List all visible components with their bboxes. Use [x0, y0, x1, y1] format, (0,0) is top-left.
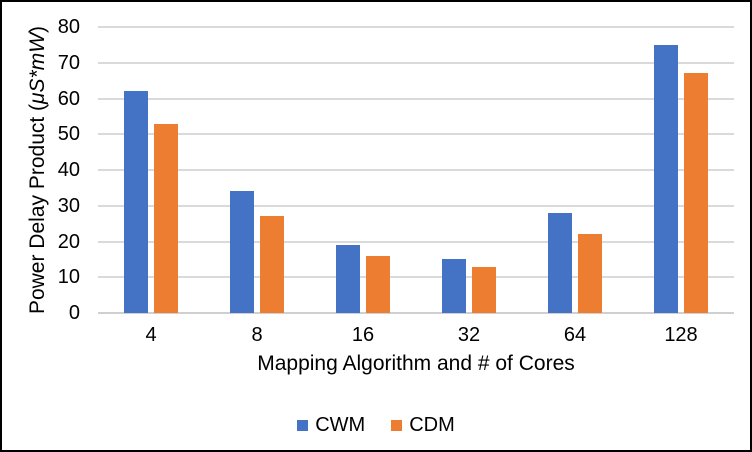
gridline-50: [98, 133, 734, 136]
x-category-label-64: 64: [563, 324, 587, 346]
legend-item-cwm: CWM: [297, 413, 365, 437]
bar-cwm-4: [124, 91, 148, 313]
legend-swatch-cdm: [391, 419, 403, 431]
gridline-30: [98, 204, 734, 207]
x-category-label-16: 16: [351, 324, 375, 346]
legend-item-cdm: CDM: [391, 413, 455, 437]
x-axis-title: Mapping Algorithm and # of Cores: [257, 352, 575, 375]
x-category-label-8: 8: [251, 324, 263, 346]
y-tick-label-30: 30: [57, 194, 80, 217]
y-tick-label-20: 20: [57, 230, 80, 253]
x-axis-line: [98, 312, 734, 314]
gridline-20: [98, 240, 734, 243]
legend: CWM CDM: [2, 413, 750, 437]
y-tick-label-10: 10: [57, 266, 80, 289]
gridline-60: [98, 97, 734, 100]
bar-group-128: [628, 27, 734, 313]
bar-group-32: [416, 27, 522, 313]
x-category-label-4: 4: [145, 324, 157, 346]
x-category-label-32: 32: [457, 324, 481, 346]
bar-cdm-16: [366, 255, 390, 313]
y-tick-label-40: 40: [57, 159, 80, 181]
gridline-70: [98, 61, 734, 64]
bar-group-16: [310, 27, 416, 313]
gridline-10: [98, 276, 734, 279]
legend-swatch-cwm: [297, 419, 309, 431]
bar-cdm-8: [260, 216, 284, 313]
x-category-label-128: 128: [664, 324, 698, 346]
y-tick-label-80: 80: [57, 16, 80, 38]
plot-area: [98, 26, 734, 314]
gridline-40: [98, 169, 734, 171]
bar-cwm-16: [336, 245, 360, 313]
legend-label-cwm: CWM: [315, 414, 366, 436]
bar-cdm-4: [154, 123, 178, 313]
bar-cwm-8: [230, 191, 254, 313]
bar-group-4: [98, 27, 204, 313]
bar-cdm-32: [472, 266, 496, 313]
y-tick-label-60: 60: [57, 87, 80, 110]
legend-label-cdm: CDM: [409, 414, 455, 436]
bar-group-8: [204, 27, 310, 313]
bar-cdm-128: [684, 73, 708, 313]
gridline-80: [98, 26, 734, 28]
y-tick-label-70: 70: [57, 51, 80, 74]
y-tick-label-0: 0: [68, 302, 80, 324]
bars-layer: [98, 27, 734, 313]
bar-cwm-64: [548, 212, 572, 313]
bar-cwm-32: [442, 259, 466, 313]
x-axis-category-labels: 4 8 16 32 64 128: [98, 323, 734, 347]
bar-cdm-64: [578, 234, 602, 313]
bar-cwm-128: [654, 44, 678, 313]
bar-group-64: [522, 27, 628, 313]
y-tick-label-50: 50: [57, 123, 80, 146]
